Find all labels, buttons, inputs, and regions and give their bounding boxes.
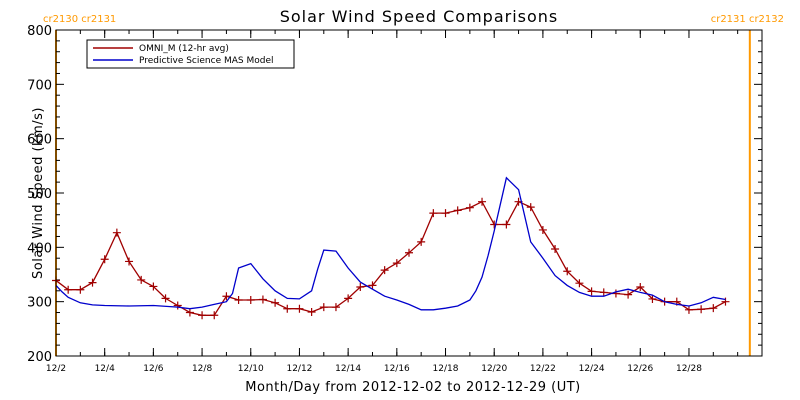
series-0-point: [295, 304, 304, 313]
series-0-point: [526, 203, 535, 212]
y-tick-label-600: 600: [27, 133, 52, 148]
legend-label-mas: Predictive Science MAS Model: [139, 56, 274, 66]
series-0-point: [709, 304, 718, 313]
series-0-point: [246, 296, 255, 305]
series-0-point: [368, 281, 377, 290]
series-0-point: [502, 220, 511, 229]
x-tick-label-12/14: 12/14: [335, 364, 361, 374]
series-0-point: [417, 237, 426, 246]
series-0-point: [161, 294, 170, 303]
series-0-point: [137, 275, 146, 284]
y-tick-label-800: 800: [27, 24, 52, 39]
series-0-point: [575, 279, 584, 288]
x-tick-label-12/16: 12/16: [384, 364, 410, 374]
x-tick-label-12/2: 12/2: [46, 364, 66, 374]
series-0-point: [222, 292, 231, 301]
x-tick-label-12/26: 12/26: [627, 364, 653, 374]
x-tick-label-12/6: 12/6: [143, 364, 163, 374]
series-0-point: [465, 203, 474, 212]
series-0-point: [380, 266, 389, 275]
series-0-point: [100, 255, 109, 264]
series-0-point: [478, 197, 487, 206]
y-tick-label-300: 300: [27, 296, 52, 311]
series-0-point: [112, 228, 121, 237]
series-0-point: [599, 288, 608, 297]
legend-box: [86, 39, 295, 69]
series-0-point: [624, 290, 633, 299]
x-tick-label-12/12: 12/12: [286, 364, 312, 374]
y-tick-label-200: 200: [27, 350, 52, 365]
series-0-point: [684, 305, 693, 314]
series-0-point: [173, 301, 182, 310]
y-tick-label-500: 500: [27, 187, 52, 202]
chart-title: Solar Wind Speed Comparisons: [280, 7, 559, 26]
x-tick-label-12/20: 12/20: [481, 364, 507, 374]
series-0-point: [210, 311, 219, 320]
carrington-label-right: cr2131 cr2132: [711, 14, 784, 25]
series-0-point: [149, 282, 158, 291]
series-0-point: [490, 220, 499, 229]
series-0-point: [538, 225, 547, 234]
series-0-point: [636, 282, 645, 291]
plot-area: 200 300 400 500 600 700 800 12/2 12/4 12/6 12/8 12/…: [27, 24, 762, 374]
series-0-point: [125, 257, 134, 266]
series-0-point: [319, 303, 328, 312]
series-0-point: [697, 305, 706, 314]
series-0-point: [344, 294, 353, 303]
series-0-point: [64, 285, 73, 294]
series-0-point: [429, 209, 438, 218]
x-tick-label-12/22: 12/22: [530, 364, 556, 374]
series-0-point: [587, 287, 596, 296]
x-axis-label: Month/Day from 2012-12-02 to 2012-12-29 …: [245, 380, 580, 395]
x-tick-label-12/8: 12/8: [192, 364, 212, 374]
legend-label-omni: OMNI_M (12-hr avg): [139, 44, 229, 54]
series-0-point: [356, 282, 365, 291]
series-0-point: [331, 303, 340, 312]
series-0-point: [234, 296, 243, 305]
series-0-point: [392, 259, 401, 268]
y-tick-label-700: 700: [27, 78, 52, 93]
series-0-point: [185, 308, 194, 317]
series-0-point: [648, 294, 657, 303]
x-tick-label-12/10: 12/10: [238, 364, 264, 374]
x-tick-label-12/28: 12/28: [676, 364, 702, 374]
x-tick-label-12/4: 12/4: [95, 364, 115, 374]
series-line-1: [56, 176, 726, 311]
legend: OMNI_M (12-hr avg) Predictive Science MA…: [86, 39, 295, 69]
series-0-point: [198, 311, 207, 320]
series-0-point: [563, 267, 572, 276]
plot-frame: [55, 29, 763, 357]
series-0-point: [283, 304, 292, 313]
series-0-point: [271, 298, 280, 307]
series-0-point: [76, 285, 85, 294]
carrington-label-left: cr2130 cr2131: [43, 14, 116, 25]
y-tick-label-400: 400: [27, 241, 52, 256]
series-0-point: [453, 206, 462, 215]
series-0-point: [441, 209, 450, 218]
series-0-point: [307, 307, 316, 316]
y-axis-label: Solar Wind Speed (km/s): [31, 107, 46, 279]
x-tick-label-12/24: 12/24: [579, 364, 605, 374]
series-0-point: [551, 244, 560, 253]
x-tick-label-12/18: 12/18: [433, 364, 459, 374]
series-0-point: [88, 278, 97, 287]
series-0-point: [258, 295, 267, 304]
series-0-point: [405, 248, 413, 257]
